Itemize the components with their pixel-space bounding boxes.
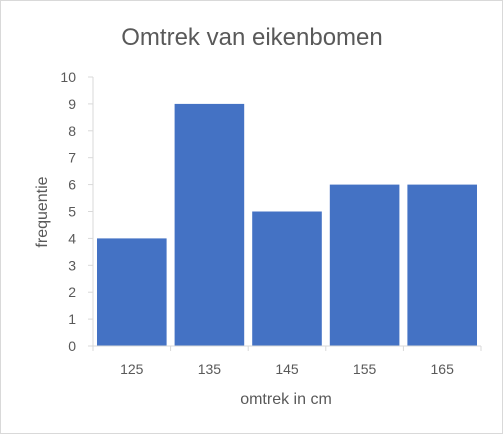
y-tick-label: 2	[68, 284, 76, 300]
bar-145	[252, 211, 322, 346]
bars-group	[97, 103, 477, 347]
y-tick-label: 3	[68, 257, 76, 273]
x-axis-title: omtrek in cm	[240, 391, 332, 408]
chart-title: Omtrek van eikenbomen	[121, 24, 382, 51]
x-tick-label: 145	[275, 361, 299, 377]
y-tick-label: 5	[68, 204, 76, 220]
x-tick-label: 135	[198, 361, 222, 377]
x-tick-label: 165	[431, 361, 455, 377]
x-tick-label: 155	[353, 361, 377, 377]
x-ticks-group: 125 135 145 155 165	[92, 346, 482, 377]
y-tick-label: 6	[68, 177, 76, 193]
y-tick-label: 4	[68, 230, 76, 246]
y-tick-label: 8	[68, 123, 76, 139]
bar-155	[329, 184, 400, 346]
y-tick-label: 7	[68, 150, 76, 166]
bar-165	[407, 184, 477, 346]
y-tick-label: 1	[68, 311, 76, 327]
y-axis-title: frequentie	[34, 176, 51, 247]
bar-135	[174, 103, 245, 347]
bar-125	[97, 238, 167, 346]
y-tick-label: 10	[60, 69, 76, 85]
x-tick-label: 125	[120, 361, 144, 377]
y-tick-label: 0	[68, 338, 76, 354]
y-tick-label: 9	[68, 96, 76, 112]
y-ticks-group: 0 1 2 3 4 5 6 7 8 9 10	[60, 69, 93, 354]
